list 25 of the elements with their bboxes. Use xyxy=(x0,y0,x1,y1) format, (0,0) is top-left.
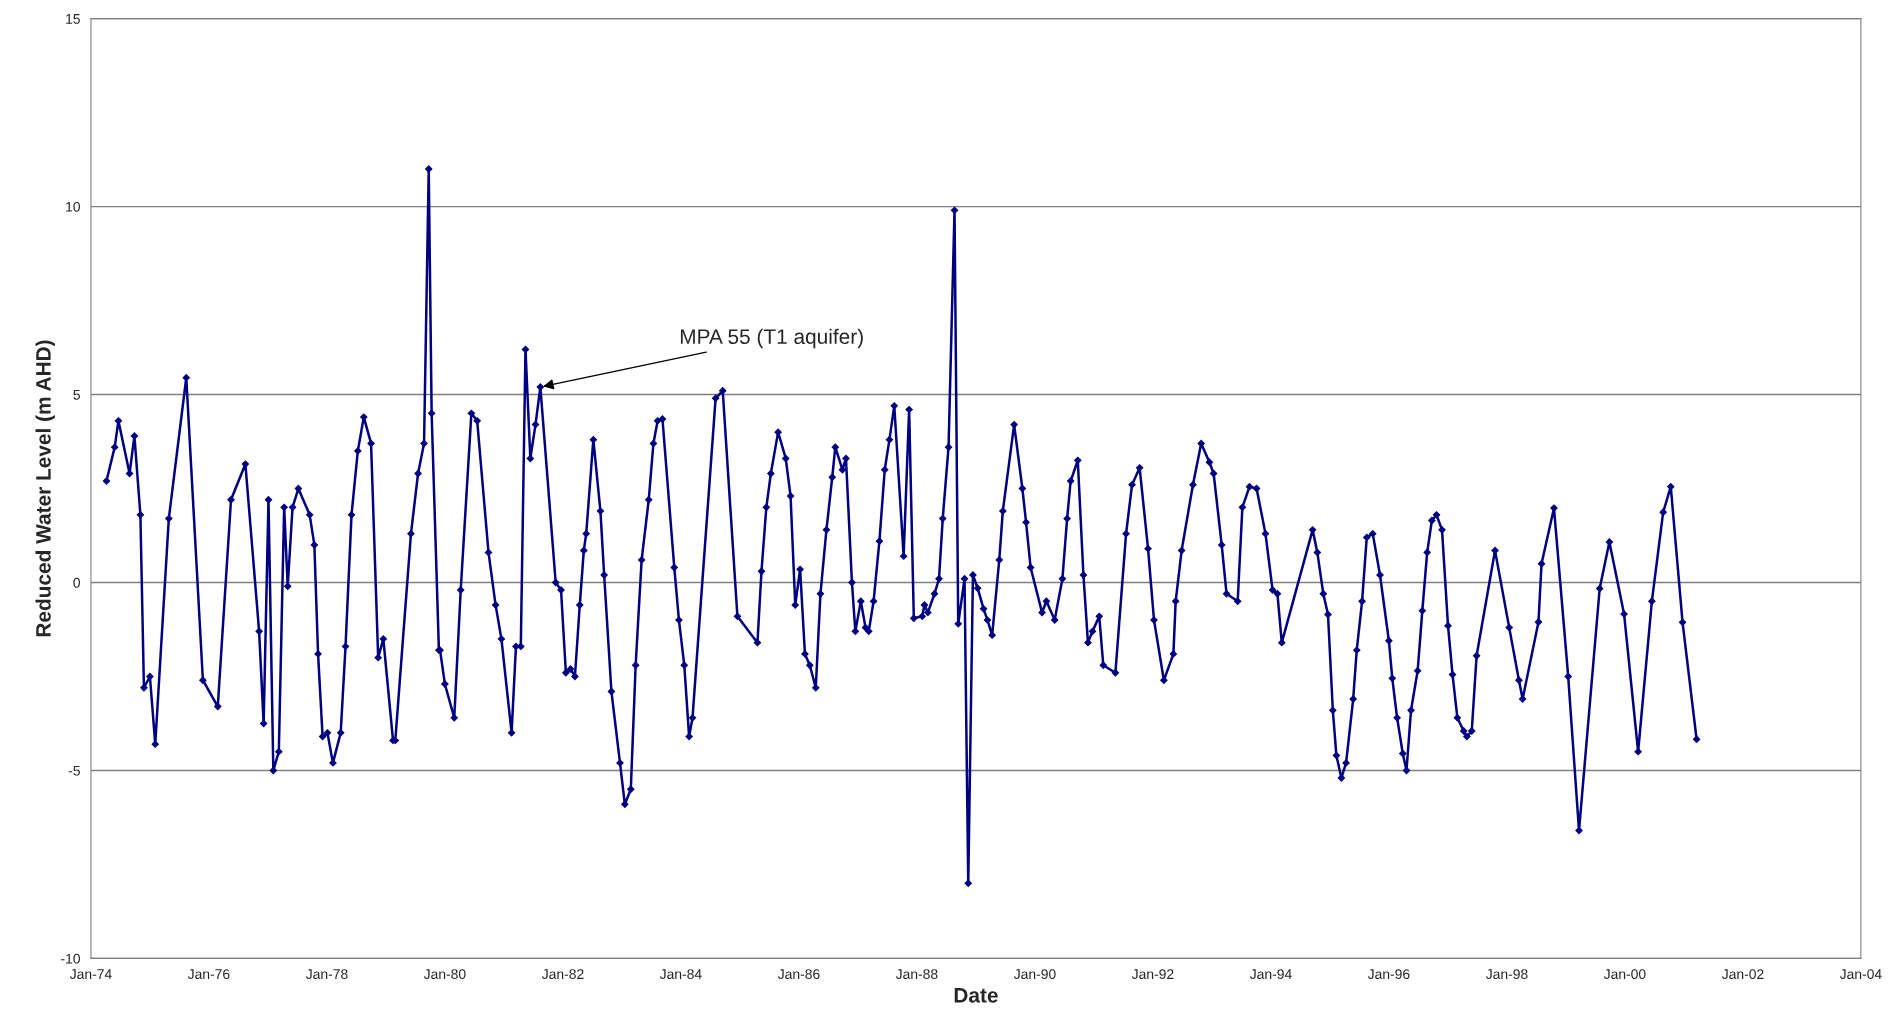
x-tick-label: Jan-80 xyxy=(423,969,466,980)
x-tick-label: Jan-82 xyxy=(541,969,584,980)
y-tick-label: 10 xyxy=(66,201,80,212)
x-tick-label: Jan-04 xyxy=(1839,969,1882,980)
x-tick-label: Jan-86 xyxy=(777,969,820,980)
x-tick-label: Jan-94 xyxy=(1249,969,1292,980)
y-tick-label: -10 xyxy=(61,953,80,964)
y-tick-label: 5 xyxy=(73,390,80,400)
x-axis-title: Date xyxy=(954,988,998,1003)
x-tick-label: Jan-84 xyxy=(659,969,702,980)
x-tick-label: Jan-96 xyxy=(1367,969,1410,980)
x-tick-label: Jan-92 xyxy=(1131,969,1174,980)
x-tick-label: Jan-98 xyxy=(1485,969,1528,980)
x-tick-label: Jan-90 xyxy=(1013,969,1056,980)
x-tick-label: Jan-88 xyxy=(895,969,938,980)
y-tick-label: 15 xyxy=(66,14,80,24)
x-tick-label: Jan-76 xyxy=(187,969,230,980)
x-tick-label: Jan-78 xyxy=(305,969,348,980)
y-tick-label: -5 xyxy=(68,765,80,776)
y-axis-title: Reduced Water Level (m AHD) xyxy=(35,340,55,637)
x-tick-label: Jan-02 xyxy=(1721,969,1764,980)
y-tick-label: 0 xyxy=(73,577,80,588)
annotation: MPA 55 (T1 aquifer) xyxy=(680,328,863,349)
x-tick-label: Jan-00 xyxy=(1603,969,1646,980)
x-tick-label: Jan-74 xyxy=(69,969,112,980)
